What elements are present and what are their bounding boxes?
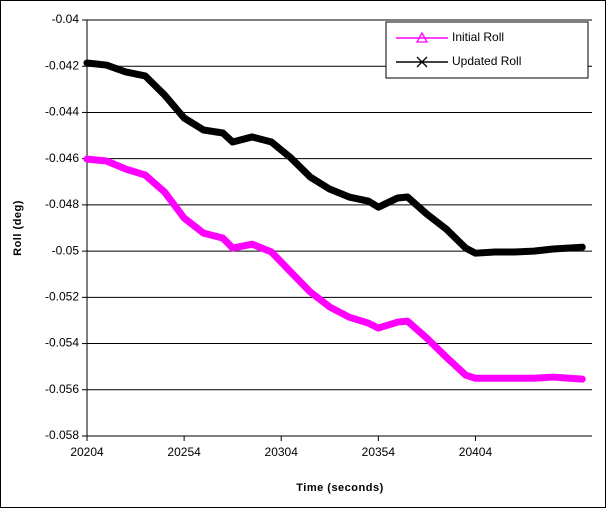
x-tick-label: 20254 <box>167 445 201 459</box>
legend-box <box>385 21 589 79</box>
legend-marker <box>415 31 429 43</box>
y-tick-label: -0.05 <box>52 243 80 257</box>
y-tick-label: -0.048 <box>45 197 79 211</box>
legend-label: Updated Roll <box>452 54 521 68</box>
series-line <box>83 59 586 257</box>
y-tick-label: -0.042 <box>45 58 79 72</box>
y-tick-label: -0.04 <box>52 12 80 26</box>
y-tick-label: -0.054 <box>45 336 79 350</box>
x-tick-label: 20404 <box>459 445 493 459</box>
y-axis-label: Roll (deg) <box>12 200 24 256</box>
y-tick-label: -0.058 <box>45 428 79 442</box>
y-tick-label: -0.046 <box>45 151 79 165</box>
x-tick-label: 20354 <box>362 445 396 459</box>
series-line <box>83 155 586 383</box>
x-tick-label: 20204 <box>70 445 104 459</box>
legend-marker <box>416 56 428 68</box>
x-tick-label: 20304 <box>265 445 299 459</box>
x-axis-label: Time (seconds) <box>296 482 384 494</box>
y-tick-label: -0.044 <box>45 105 79 119</box>
y-tick-label: -0.056 <box>45 382 79 396</box>
legend-label: Initial Roll <box>452 30 504 44</box>
y-tick-label: -0.052 <box>45 290 79 304</box>
